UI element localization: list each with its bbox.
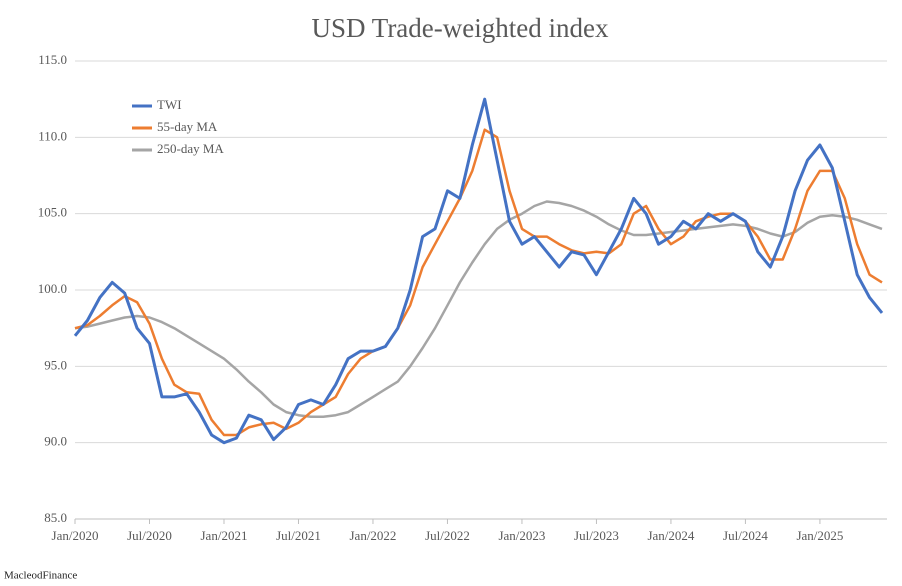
y-tick-label: 90.0 [44,434,67,449]
x-tick-label: Jul/2024 [723,528,768,543]
series-line [74,128,883,437]
y-tick-label: 100.0 [38,281,67,296]
source: MacleodFinance [4,570,77,582]
x-tick-label: Jan/2021 [201,528,248,543]
x-tick-label: Jul/2021 [276,528,321,543]
chart-title: USD Trade-weighted index [312,13,609,43]
x-tick-label: Jan/2023 [498,528,545,543]
x-tick-label: Jul/2020 [127,528,172,543]
legend-label: TWI [157,97,182,112]
x-tick-label: Jan/2025 [796,528,843,543]
series-line [74,200,883,418]
x-tick-label: Jan/2024 [647,528,694,543]
y-tick-label: 95.0 [44,357,67,372]
legend-label: 55-day MA [157,119,218,134]
y-tick-label: 115.0 [38,52,67,67]
y-tick-label: 105.0 [38,205,67,220]
x-tick-label: Jan/2022 [349,528,396,543]
x-tick-label: Jan/2020 [52,528,99,543]
legend-label: 250-day MA [157,141,224,156]
x-tick-label: Jul/2022 [425,528,470,543]
y-tick-label: 110.0 [38,128,67,143]
series-line [73,97,884,445]
x-tick-label: Jul/2023 [574,528,619,543]
y-tick-label: 85.0 [44,510,67,525]
